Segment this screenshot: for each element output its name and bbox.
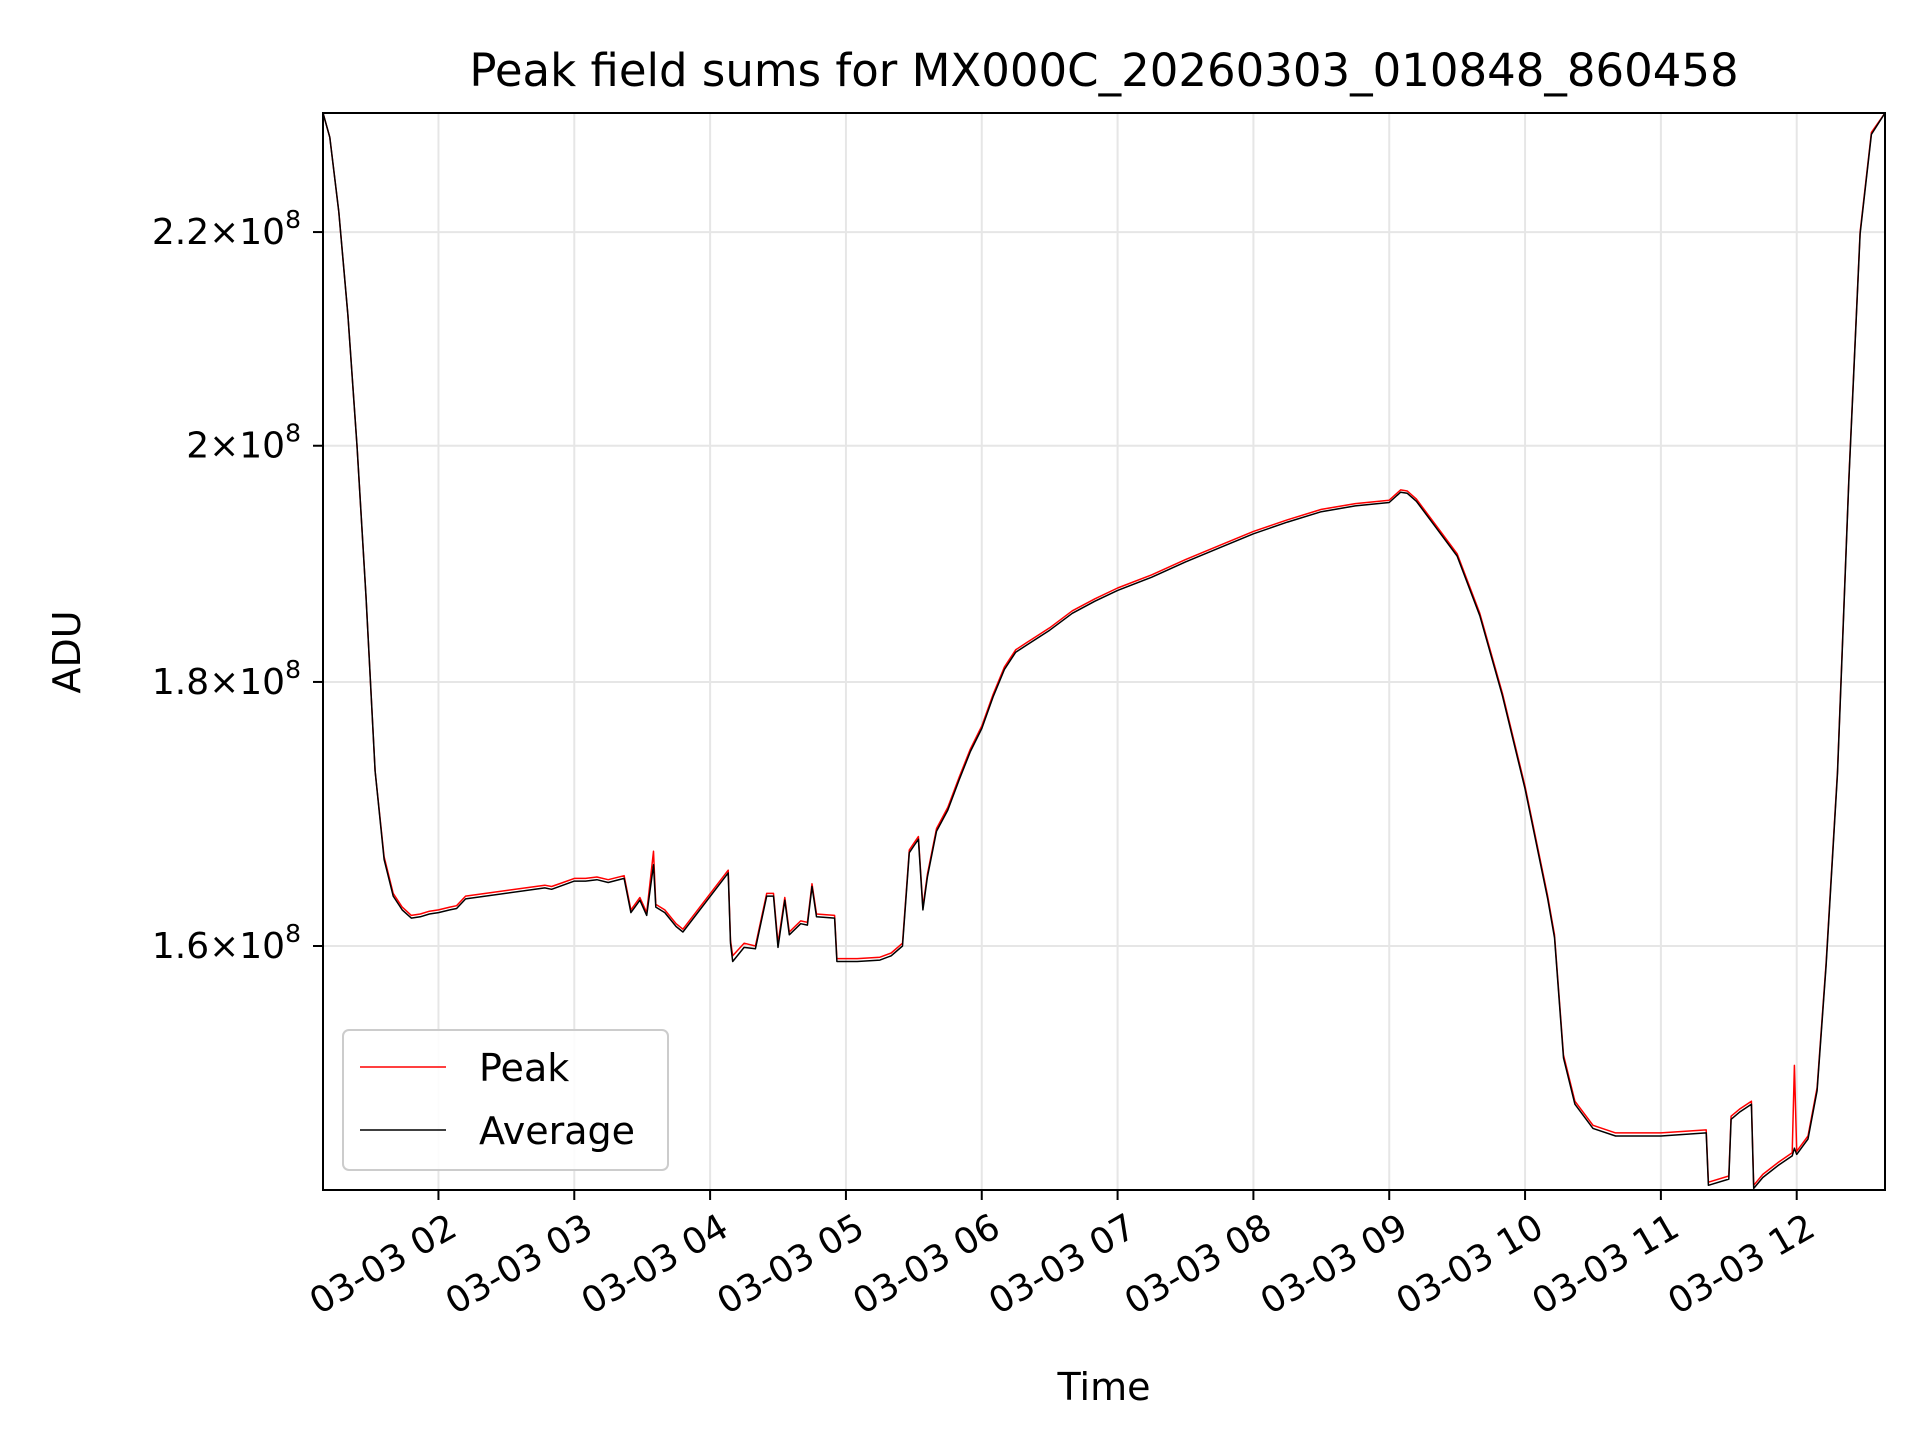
y-tick-mantissa: 1.8: [152, 662, 209, 703]
y-tick-times: ×10: [209, 426, 285, 467]
series-line-average: [322, 112, 1886, 1190]
y-tick-label: 1.8×108: [152, 655, 301, 703]
y-tick-mantissa: 2: [186, 426, 209, 467]
plot-frame: [322, 112, 1886, 1191]
y-tick-times: ×10: [209, 662, 285, 703]
legend-label-average: Average: [479, 1109, 635, 1153]
y-tick-exponent: 8: [285, 205, 301, 234]
y-tick-mantissa: 1.6: [152, 926, 209, 967]
y-tick-exponent: 8: [285, 919, 301, 948]
legend: Peak Average: [342, 1029, 669, 1171]
y-tick-label: 1.6×108: [152, 919, 301, 967]
y-axis-label: ADU: [45, 610, 89, 693]
legend-box: [342, 1029, 669, 1171]
chart-title: Peak field sums for MX000C_20260303_0108…: [469, 44, 1738, 97]
x-axis-label: Time: [1057, 1365, 1151, 1409]
y-tick-times: ×10: [209, 926, 285, 967]
legend-label-peak: Peak: [479, 1046, 569, 1090]
y-tick-mantissa: 2.2: [152, 212, 209, 253]
y-tick-times: ×10: [209, 212, 285, 253]
y-tick-label: 2×108: [186, 419, 301, 467]
series-layer: [322, 112, 1886, 1190]
y-tick-exponent: 8: [285, 655, 301, 684]
y-tick-exponent: 8: [285, 419, 301, 448]
grid: [323, 113, 1885, 1190]
y-tick-label: 2.2×108: [152, 205, 301, 253]
